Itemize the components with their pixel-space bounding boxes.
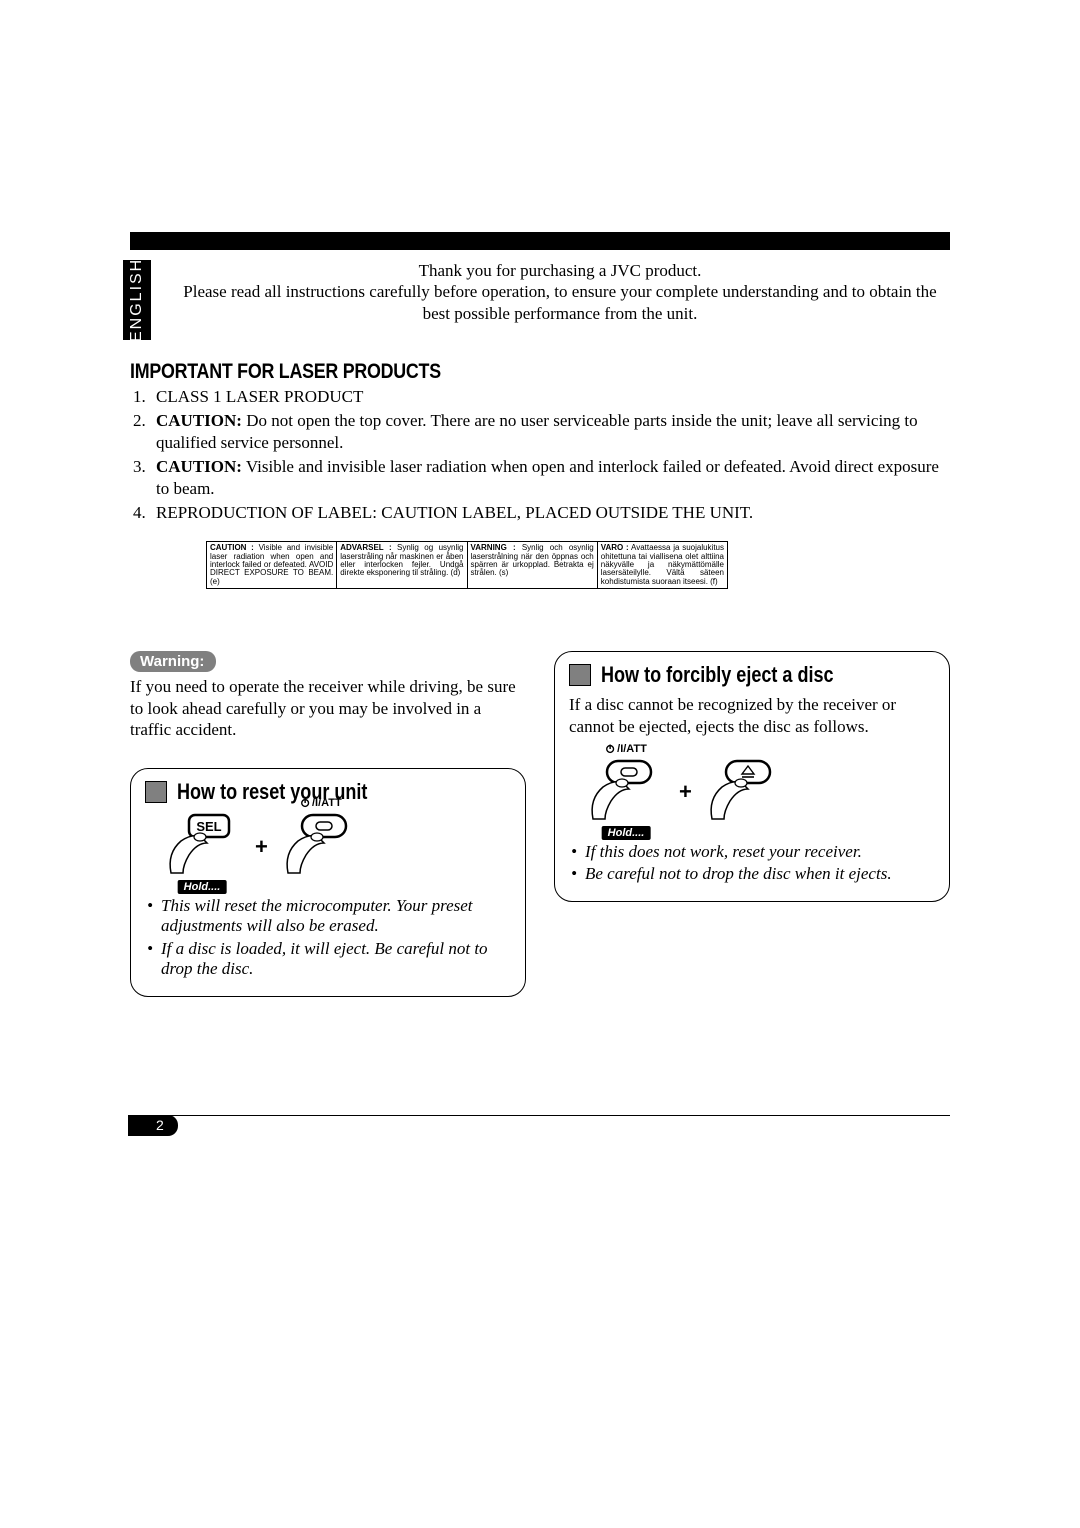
language-tab: ENGLISH <box>123 260 151 340</box>
att-button-graphic: /I/ATT <box>282 813 360 880</box>
intro-line-2: Please read all instructions carefully b… <box>180 281 940 324</box>
eject-card: How to forcibly eject a disc If a disc c… <box>554 651 950 901</box>
sel-button-graphic: SEL Hold.... <box>163 813 241 880</box>
warning-text: If you need to operate the receiver whil… <box>130 676 526 740</box>
power-icon <box>300 798 310 808</box>
laser-item-4: REPRODUCTION OF LABEL: CAUTION LABEL, PL… <box>150 502 950 524</box>
att-button-icon <box>282 813 360 875</box>
att-label-text-2: /I/ATT <box>617 743 647 755</box>
warning-pill: Warning: <box>130 651 216 672</box>
hold-label-2: Hold.... <box>602 826 651 840</box>
laser-section-title: IMPORTANT FOR LASER PRODUCTS <box>130 360 950 384</box>
hold-label: Hold.... <box>178 880 227 894</box>
laser-list: CLASS 1 LASER PRODUCT CAUTION: Do not op… <box>130 386 950 525</box>
caution-bold-3: CAUTION: <box>156 457 242 476</box>
caution-text-2: Do not open the top cover. There are no … <box>156 411 918 452</box>
laser-section-title-text: IMPORTANT FOR LASER PRODUCTS <box>130 360 441 384</box>
caution-col-dk: ADVARSEL : Synlig og usynlig laserstråli… <box>337 542 467 588</box>
eject-button-graphic <box>706 759 784 826</box>
reset-note-2: If a disc is loaded, it will eject. Be c… <box>161 939 511 980</box>
eject-note-1: If this does not work, reset your receiv… <box>585 842 935 862</box>
att-label-text: /I/ATT <box>312 797 342 809</box>
eject-card-title: How to forcibly eject a disc <box>569 662 935 688</box>
sel-button-icon: SEL <box>163 813 241 875</box>
eject-button-icon <box>706 759 784 821</box>
reset-diagram: SEL Hold.... + /I/ATT <box>163 813 511 880</box>
eject-card-title-text: How to forcibly eject a disc <box>601 662 834 688</box>
reset-card: How to reset your unit SEL Hold.... + <box>130 768 526 997</box>
square-bullet-icon <box>569 664 591 686</box>
power-icon <box>605 744 615 754</box>
page-footer: 2 <box>130 1115 950 1116</box>
right-column: How to forcibly eject a disc If a disc c… <box>554 651 950 996</box>
eject-note-2: Be careful not to drop the disc when it … <box>585 864 935 884</box>
intro-line-1: Thank you for purchasing a JVC product. <box>180 260 940 281</box>
att-button-icon <box>587 759 665 821</box>
plus-icon: + <box>679 779 692 805</box>
att-button-graphic-2: /I/ATT Hold.... <box>587 759 665 826</box>
reset-note-1: This will reset the microcomputer. Your … <box>161 896 511 937</box>
left-column: Warning: If you need to operate the rece… <box>130 651 526 996</box>
two-column-area: Warning: If you need to operate the rece… <box>130 651 950 996</box>
caution-col-en: CAUTION : Visible and invisible laser ra… <box>207 542 337 588</box>
top-black-bar <box>130 232 950 250</box>
sel-label: SEL <box>196 819 221 834</box>
eject-diagram: /I/ATT Hold.... + <box>587 759 935 826</box>
reset-notes: This will reset the microcomputer. Your … <box>145 896 511 980</box>
caution-col-fi: VARO : Avattaessa ja suojalukitus ohitet… <box>598 542 727 588</box>
intro-block: Thank you for purchasing a JVC product. … <box>180 260 940 324</box>
page-number: 2 <box>128 1115 178 1136</box>
caution-text-3: Visible and invisible laser radiation wh… <box>156 457 939 498</box>
square-bullet-icon <box>145 781 167 803</box>
caution-bold-2: CAUTION: <box>156 411 242 430</box>
power-att-label-2: /I/ATT <box>605 743 647 755</box>
caution-label-table: CAUTION : Visible and invisible laser ra… <box>206 541 728 589</box>
page-content: ENGLISH Thank you for purchasing a JVC p… <box>130 232 950 997</box>
eject-notes: If this does not work, reset your receiv… <box>569 842 935 885</box>
laser-item-2: CAUTION: Do not open the top cover. Ther… <box>150 410 950 454</box>
power-att-label: /I/ATT <box>300 797 342 809</box>
laser-item-1: CLASS 1 LASER PRODUCT <box>150 386 950 408</box>
eject-intro: If a disc cannot be recognized by the re… <box>569 694 935 737</box>
caution-col-se: VARNING : Synlig och osynlig laserstråln… <box>468 542 598 588</box>
laser-item-3: CAUTION: Visible and invisible laser rad… <box>150 456 950 500</box>
plus-icon: + <box>255 834 268 860</box>
